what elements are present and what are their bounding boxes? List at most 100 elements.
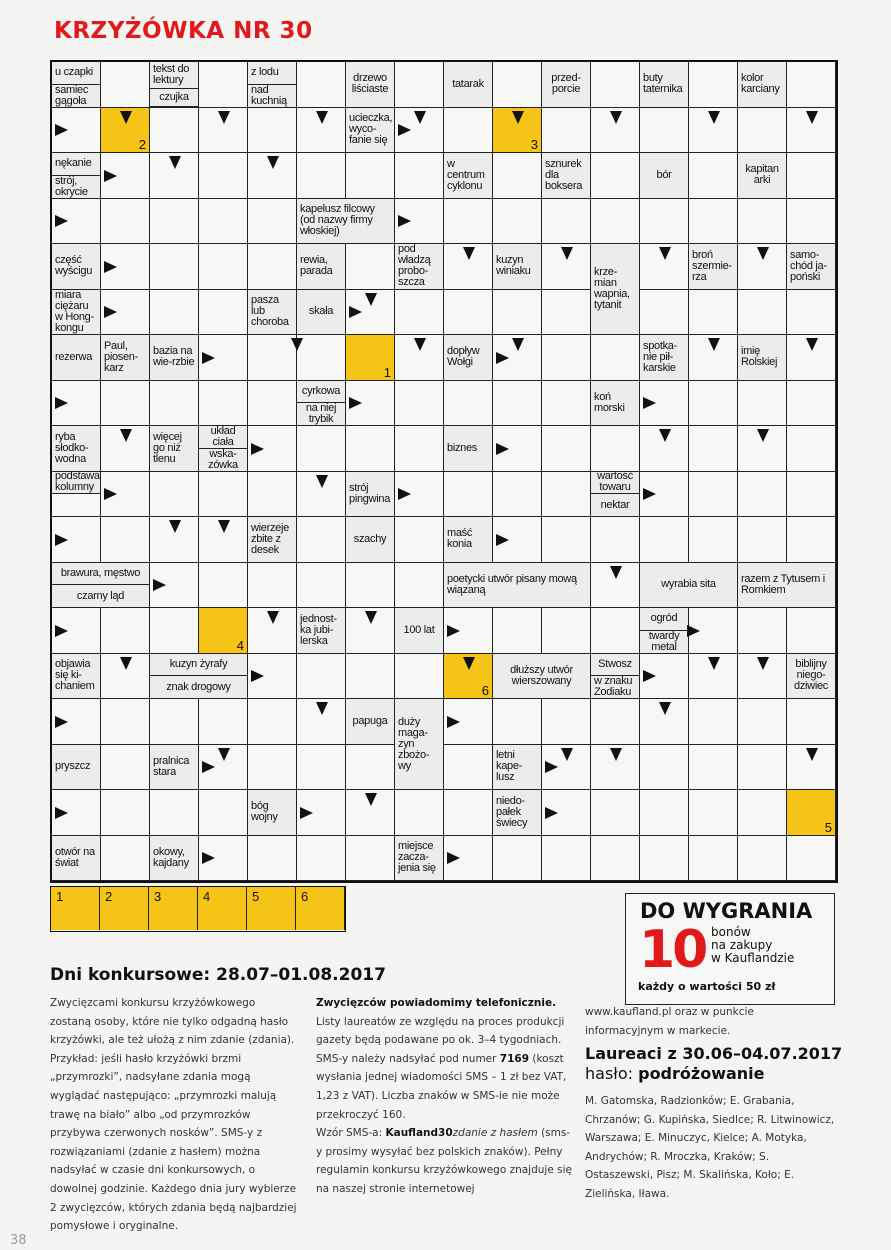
answer-cell[interactable]	[689, 699, 738, 745]
answer-cell[interactable]	[493, 835, 542, 881]
answer-cell[interactable]	[297, 517, 346, 563]
password-letter-cell[interactable]: 1	[346, 335, 395, 381]
answer-cell[interactable]	[689, 517, 738, 563]
answer-cell[interactable]	[297, 62, 346, 108]
answer-cell[interactable]	[150, 517, 199, 563]
answer-cell[interactable]	[248, 426, 297, 472]
answer-cell[interactable]	[101, 244, 150, 290]
answer-cell[interactable]	[542, 244, 591, 290]
answer-cell[interactable]	[248, 107, 297, 153]
answer-cell[interactable]	[542, 289, 591, 335]
answer-cell[interactable]	[689, 835, 738, 881]
answer-cell[interactable]	[346, 608, 395, 654]
answer-cell[interactable]	[395, 517, 444, 563]
answer-cell[interactable]	[346, 426, 395, 472]
answer-cell[interactable]	[297, 790, 346, 836]
answer-cell[interactable]	[542, 517, 591, 563]
answer-cell[interactable]	[542, 835, 591, 881]
answer-cell[interactable]	[248, 153, 297, 199]
answer-cell[interactable]	[738, 426, 787, 472]
answer-cell[interactable]	[346, 653, 395, 699]
answer-cell[interactable]	[591, 62, 640, 108]
answer-cell[interactable]	[787, 289, 836, 335]
answer-cell[interactable]	[297, 562, 346, 608]
answer-cell[interactable]	[640, 835, 689, 881]
answer-cell[interactable]	[738, 653, 787, 699]
answer-cell[interactable]	[52, 198, 101, 244]
answer-cell[interactable]	[444, 835, 493, 881]
answer-cell[interactable]	[101, 471, 150, 517]
answer-cell[interactable]	[738, 835, 787, 881]
answer-cell[interactable]	[738, 289, 787, 335]
answer-cell[interactable]	[395, 198, 444, 244]
answer-cell[interactable]	[738, 244, 787, 290]
answer-cell[interactable]	[738, 608, 787, 654]
answer-cell[interactable]	[150, 289, 199, 335]
answer-cell[interactable]	[199, 153, 248, 199]
answer-cell[interactable]	[444, 608, 493, 654]
answer-cell[interactable]	[101, 835, 150, 881]
answer-cell[interactable]	[395, 790, 444, 836]
answer-cell[interactable]	[199, 835, 248, 881]
answer-cell[interactable]	[346, 244, 395, 290]
answer-cell[interactable]	[52, 107, 101, 153]
answer-cell[interactable]	[346, 153, 395, 199]
answer-cell[interactable]	[493, 335, 542, 381]
answer-cell[interactable]	[395, 107, 444, 153]
answer-cell[interactable]	[689, 608, 738, 654]
answer-cell[interactable]	[199, 380, 248, 426]
crossword-grid[interactable]: 2 3 1 4 6 5 u czapki samiec gągoła tekst do lekt…	[50, 60, 838, 883]
answer-cell[interactable]	[444, 107, 493, 153]
answer-cell[interactable]	[444, 380, 493, 426]
answer-cell[interactable]	[346, 562, 395, 608]
answer-cell[interactable]	[297, 426, 346, 472]
answer-cell[interactable]	[787, 426, 836, 472]
answer-cell[interactable]	[150, 244, 199, 290]
answer-cell[interactable]	[640, 244, 689, 290]
answer-cell[interactable]	[101, 744, 150, 790]
answer-cell[interactable]	[542, 471, 591, 517]
answer-cell[interactable]	[52, 608, 101, 654]
answer-cell[interactable]	[591, 699, 640, 745]
answer-cell[interactable]	[52, 517, 101, 563]
answer-cell[interactable]	[199, 790, 248, 836]
answer-cell[interactable]	[591, 107, 640, 153]
answer-cell[interactable]	[395, 289, 444, 335]
answer-cell[interactable]	[346, 289, 395, 335]
answer-cell[interactable]	[493, 62, 542, 108]
answer-cell[interactable]	[248, 198, 297, 244]
answer-cell[interactable]	[591, 835, 640, 881]
answer-cell[interactable]	[199, 107, 248, 153]
answer-cell[interactable]	[542, 335, 591, 381]
answer-cell[interactable]	[101, 380, 150, 426]
answer-cell[interactable]	[787, 380, 836, 426]
answer-cell[interactable]	[395, 426, 444, 472]
answer-cell[interactable]	[787, 699, 836, 745]
answer-cell[interactable]	[542, 426, 591, 472]
answer-cell[interactable]	[787, 198, 836, 244]
answer-slot[interactable]: 1	[51, 887, 100, 930]
answer-cell[interactable]	[591, 744, 640, 790]
answer-slot[interactable]: 6	[296, 887, 345, 930]
answer-cell[interactable]	[738, 790, 787, 836]
answer-cell[interactable]	[689, 471, 738, 517]
answer-cell[interactable]	[199, 562, 248, 608]
answer-cell[interactable]	[640, 289, 689, 335]
answer-cell[interactable]	[493, 471, 542, 517]
answer-cell[interactable]	[689, 335, 738, 381]
answer-cell[interactable]	[395, 380, 444, 426]
answer-cell[interactable]	[640, 426, 689, 472]
answer-cell[interactable]	[101, 289, 150, 335]
answer-cell[interactable]	[199, 289, 248, 335]
answer-cell[interactable]	[150, 380, 199, 426]
answer-cell[interactable]	[248, 835, 297, 881]
answer-cell[interactable]	[542, 790, 591, 836]
answer-cell[interactable]	[395, 153, 444, 199]
answer-cell[interactable]	[101, 699, 150, 745]
answer-cell[interactable]	[787, 835, 836, 881]
answer-cell[interactable]	[199, 198, 248, 244]
answer-cell[interactable]	[346, 380, 395, 426]
answer-cell[interactable]	[640, 653, 689, 699]
answer-cell[interactable]	[493, 198, 542, 244]
